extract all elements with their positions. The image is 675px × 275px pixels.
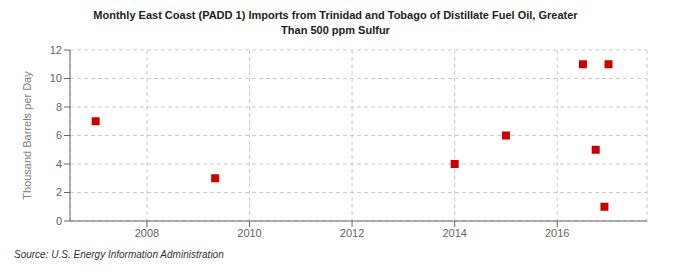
svg-text:2010: 2010 [237, 227, 261, 239]
svg-text:2016: 2016 [545, 227, 569, 239]
svg-text:12: 12 [50, 44, 62, 56]
svg-text:0: 0 [56, 215, 62, 227]
html-text:Monthly East Coast (PADD 1) Im: Monthly East Coast (PADD 1) Imports from… [93, 9, 578, 36]
svg-text:Thousand Barrels per Day: Thousand Barrels per Day [21, 71, 33, 200]
svg-text:8: 8 [56, 101, 62, 113]
html-text:Source: U.S. Energy Informatio: Source: U.S. Energy Information Administ… [14, 249, 224, 260]
svg-text:2: 2 [56, 186, 62, 198]
svg-text:2012: 2012 [340, 227, 364, 239]
svg-text:4: 4 [56, 158, 62, 170]
svg-text:2014: 2014 [442, 227, 466, 239]
svg-text:6: 6 [56, 129, 62, 141]
svg-text:10: 10 [50, 72, 62, 84]
svg-text:2008: 2008 [135, 227, 159, 239]
